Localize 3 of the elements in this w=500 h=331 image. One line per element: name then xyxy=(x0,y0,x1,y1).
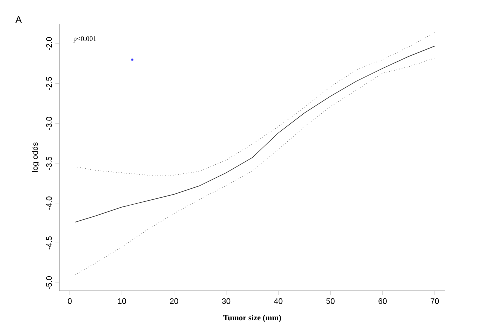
line-series xyxy=(74,46,436,223)
line-series xyxy=(74,58,436,276)
text: A xyxy=(16,16,22,24)
